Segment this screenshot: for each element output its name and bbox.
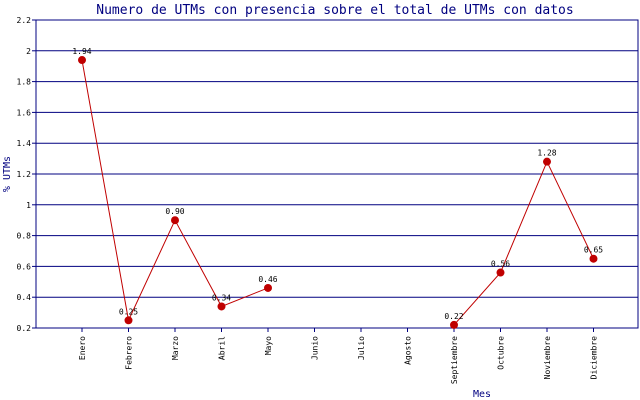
x-tick-label: Octubre xyxy=(497,336,506,370)
y-tick-label: 2 xyxy=(26,47,31,56)
x-tick-label: Agosto xyxy=(404,336,413,365)
data-point xyxy=(450,320,458,329)
y-tick-label: 0.2 xyxy=(17,324,32,333)
series-lines xyxy=(81,59,594,326)
y-tick-label: 1.4 xyxy=(17,139,32,148)
x-axis-ticks: Enero Febrero Marzo Abril Mayo Junio Julio Agos… xyxy=(78,328,599,384)
y-tick-label: 1.6 xyxy=(17,108,32,117)
x-axis-label: Mes xyxy=(473,389,491,400)
y-tick-label: 1.2 xyxy=(17,170,32,179)
data-point xyxy=(124,316,133,325)
x-tick-label: Septiembre xyxy=(450,336,459,384)
data-label: 1.94 xyxy=(72,47,91,56)
gridlines xyxy=(36,19,638,329)
series-line xyxy=(81,59,269,322)
data-point xyxy=(589,254,598,263)
data-label: 0.34 xyxy=(212,293,231,302)
y-tick-label: 1 xyxy=(26,201,31,210)
x-tick-label: Mayo xyxy=(264,336,273,355)
chart-title: Numero de UTMs con presencia sobre el to… xyxy=(96,3,573,18)
x-tick-label: Junio xyxy=(311,336,320,360)
plot-area xyxy=(35,19,639,329)
data-label: 0.56 xyxy=(491,260,510,269)
x-tick-label: Noviembre xyxy=(543,336,552,380)
y-tick-label: 0.8 xyxy=(17,232,32,241)
data-point xyxy=(217,302,226,311)
y-axis-ticks: 0.2 0.4 0.6 0.8 1 1.2 1.4 1.6 1.8 2 2.2 xyxy=(17,16,36,333)
x-tick-label: Diciembre xyxy=(590,336,599,380)
y-tick-label: 1.8 xyxy=(17,78,32,87)
x-tick-label: Enero xyxy=(78,336,87,360)
x-tick-label: Abril xyxy=(218,336,227,360)
x-tick-label: Febrero xyxy=(125,336,134,370)
data-label: 1.28 xyxy=(537,149,556,158)
y-tick-label: 2.2 xyxy=(17,16,32,25)
data-label: 0.46 xyxy=(258,275,277,284)
data-point xyxy=(171,216,179,225)
x-tick-label: Marzo xyxy=(171,336,180,360)
x-tick-label: Julio xyxy=(357,336,366,360)
data-label: 0.65 xyxy=(584,246,603,255)
y-axis-label: % UTMs xyxy=(2,156,13,192)
y-tick-label: 0.4 xyxy=(17,293,32,302)
data-point xyxy=(496,268,505,277)
data-point xyxy=(78,56,86,65)
series-line xyxy=(453,160,594,326)
data-label: 0.25 xyxy=(119,307,138,316)
data-labels: 1.94 0.25 0.90 0.34 0.46 0.22 0.56 1.28 0.65 xyxy=(72,47,603,321)
data-label: 0.90 xyxy=(165,207,184,216)
data-point xyxy=(543,157,551,166)
data-label: 0.22 xyxy=(444,312,463,321)
series-points xyxy=(78,56,598,329)
y-tick-label: 0.6 xyxy=(17,262,32,271)
data-point xyxy=(264,283,272,292)
